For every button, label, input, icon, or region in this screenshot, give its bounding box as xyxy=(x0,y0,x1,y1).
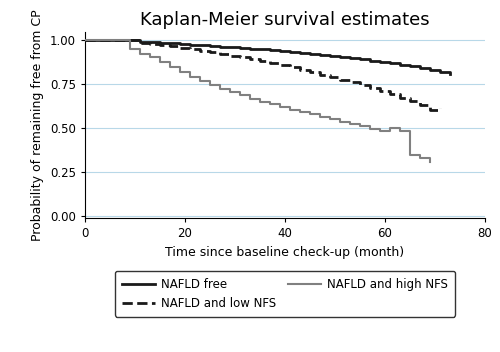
Legend: NAFLD free, NAFLD and low NFS, NAFLD and high NFS: NAFLD free, NAFLD and low NFS, NAFLD and… xyxy=(115,271,455,317)
X-axis label: Time since baseline check-up (month): Time since baseline check-up (month) xyxy=(166,246,404,259)
Title: Kaplan-Meier survival estimates: Kaplan-Meier survival estimates xyxy=(140,11,430,29)
Y-axis label: Probability of remaining free from CP: Probability of remaining free from CP xyxy=(32,9,44,241)
